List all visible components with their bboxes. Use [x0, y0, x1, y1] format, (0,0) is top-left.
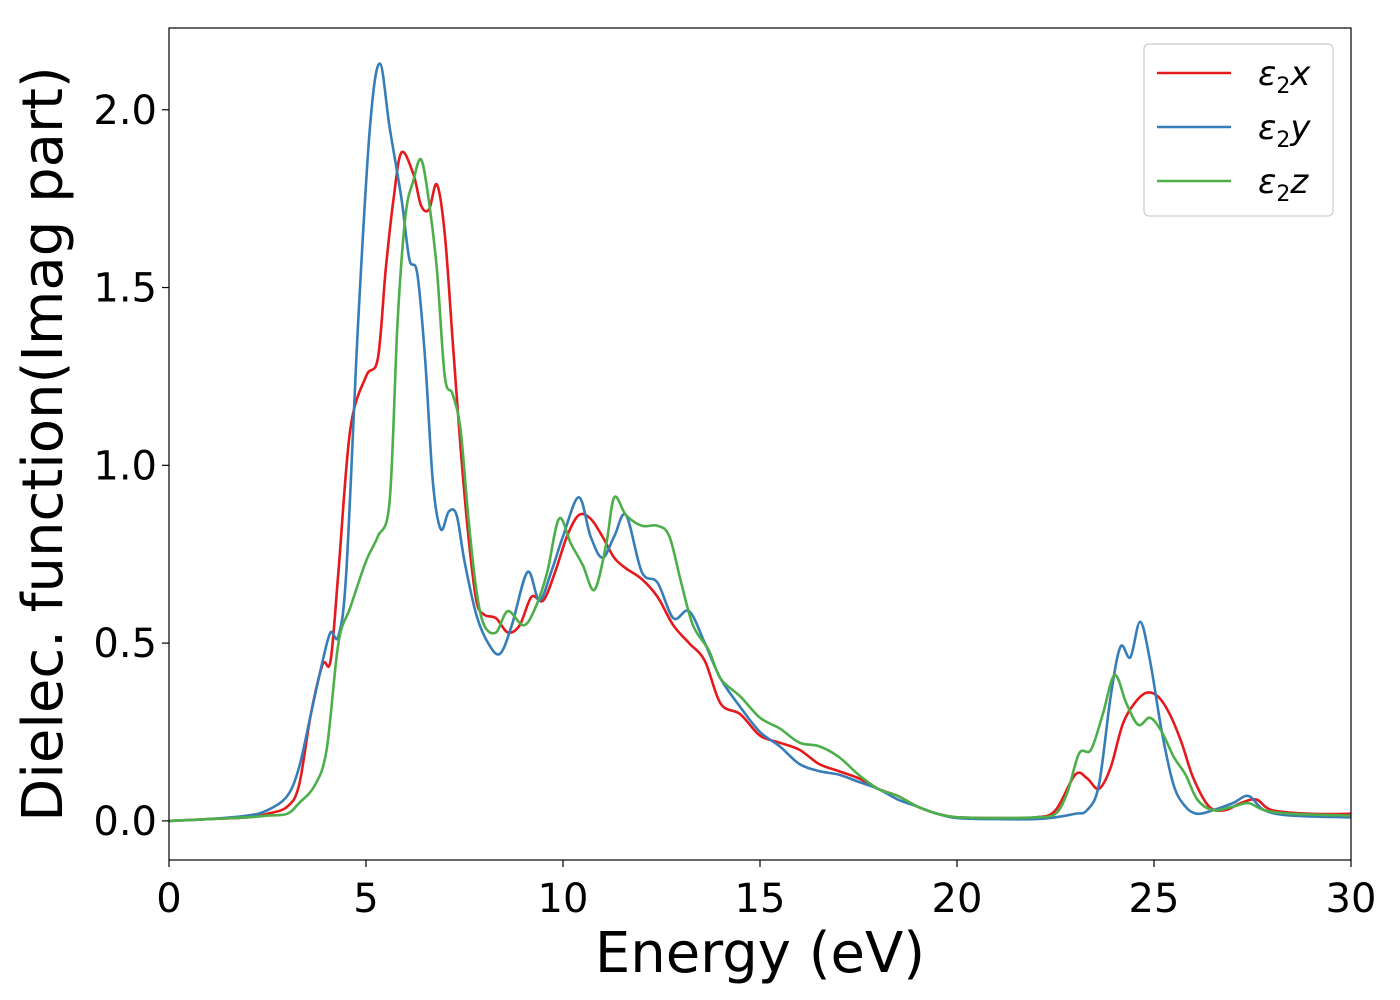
x-tick-label: 30 [1326, 876, 1377, 922]
y-tick-label: 0.0 [93, 799, 157, 845]
y-axis-ticks: 0.0 0.5 1.0 1.5 2.0 [93, 88, 169, 845]
series-line-x [168, 150, 1352, 823]
series-lines [168, 62, 1352, 823]
x-tick-label: 15 [735, 876, 786, 922]
series-line-z [168, 157, 1352, 823]
y-tick-label: 2.0 [93, 88, 157, 134]
y-tick-label: 1.0 [93, 443, 157, 489]
x-axis-label: Energy (eV) [595, 921, 925, 986]
x-tick-label: 0 [156, 876, 181, 922]
x-tick-label: 20 [932, 876, 983, 922]
y-axis-label: Dielec. function(Imag part) [11, 66, 76, 822]
series-line-y [168, 62, 1352, 823]
legend-label-x: ε2x [1258, 54, 1311, 99]
x-tick-label: 25 [1129, 876, 1180, 922]
legend: ε2x ε2y ε2z [1143, 43, 1334, 217]
legend-label-z: ε2z [1258, 162, 1309, 207]
y-tick-label: 1.5 [93, 266, 157, 312]
legend-label-y: ε2y [1258, 108, 1311, 153]
x-tick-label: 5 [353, 876, 378, 922]
legend-box [1143, 43, 1334, 217]
x-tick-label: 10 [538, 876, 589, 922]
x-axis-ticks: 0 5 10 15 20 25 30 [156, 860, 1376, 922]
y-tick-label: 0.5 [93, 621, 157, 667]
